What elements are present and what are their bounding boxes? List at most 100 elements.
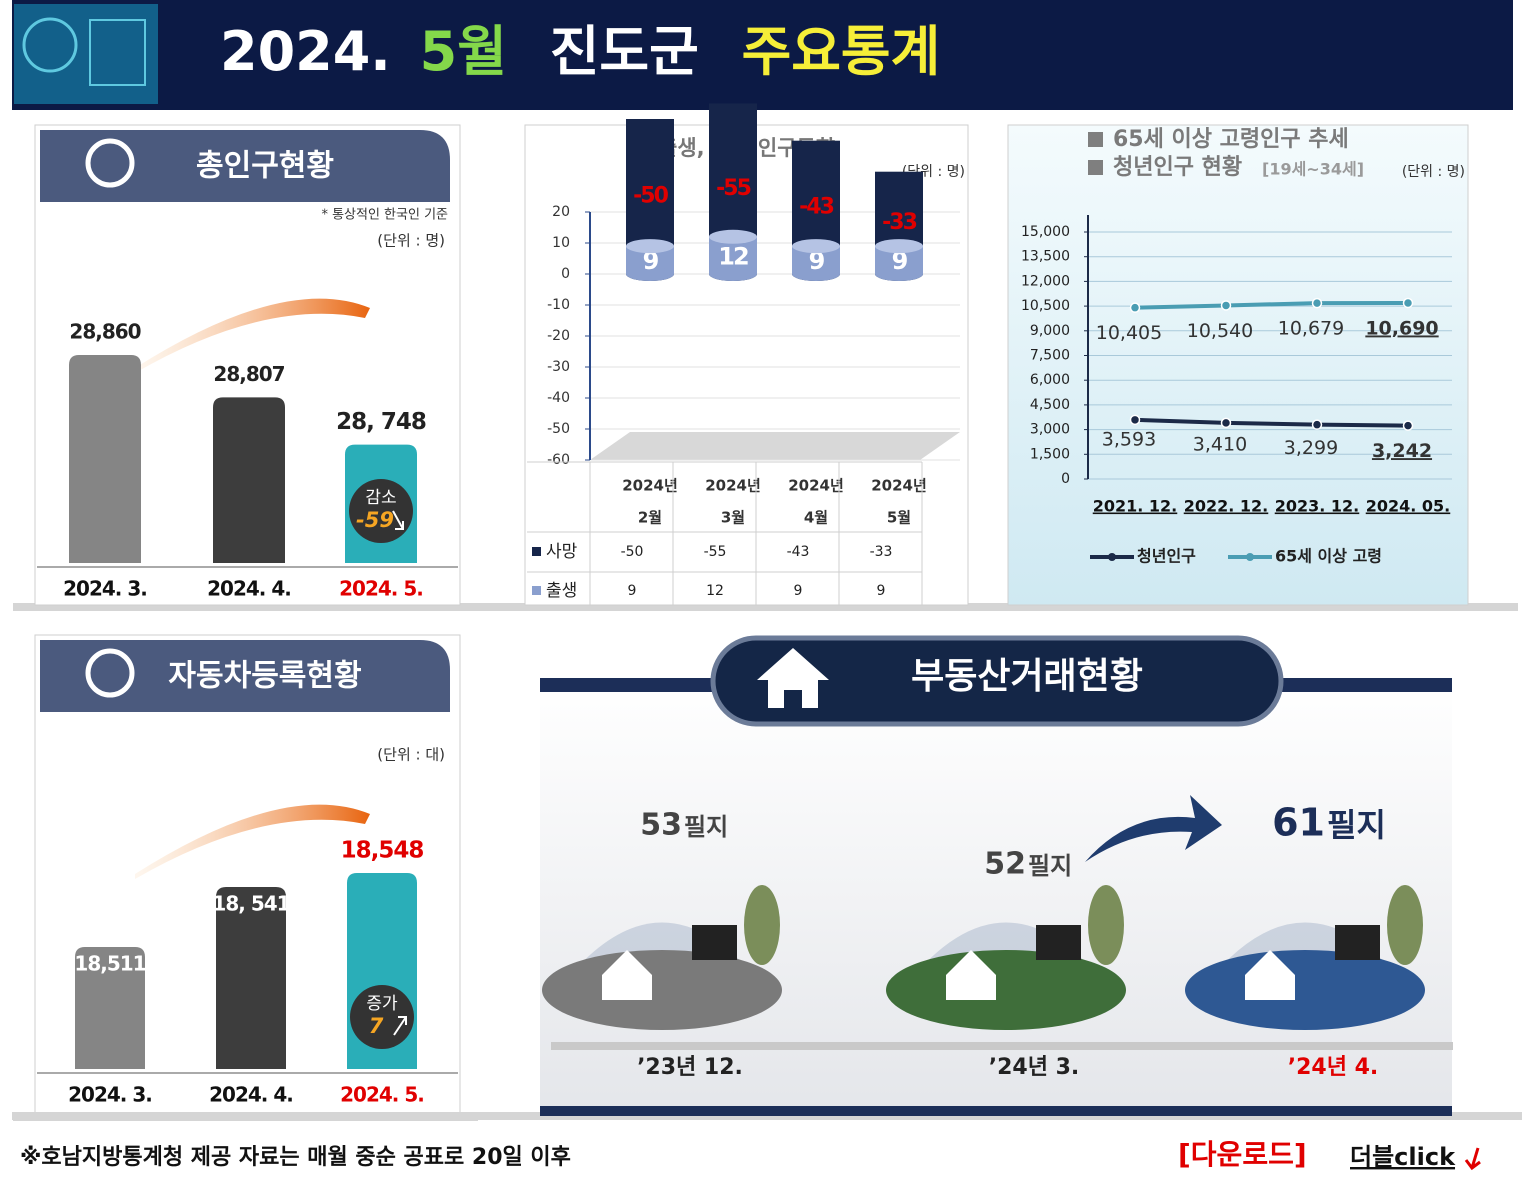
y-tick-label: 12,000 — [1021, 273, 1070, 289]
factory — [1335, 925, 1380, 960]
download-link[interactable]: [다운로드] — [1178, 1138, 1307, 1171]
x-tick-label: ’24년 3. — [989, 1055, 1080, 1080]
y-tick-label: -10 — [547, 297, 570, 313]
header-title: 2024. 5월 진도군 주요통계 — [220, 20, 940, 83]
trend-arrow — [1085, 795, 1222, 862]
data-label: 9 — [809, 247, 825, 275]
point — [1220, 300, 1232, 311]
x-tick-label: 2024. 5. — [339, 577, 423, 601]
table-value: 12 — [706, 583, 724, 599]
x-tick-label: 2024. 05. — [1366, 497, 1451, 516]
header-icon-ring — [22, 17, 78, 73]
data-label: 10,540 — [1187, 320, 1253, 342]
value-unit: 필지 — [1327, 806, 1386, 844]
value-number: 53 — [640, 808, 682, 843]
tab-icon — [85, 648, 135, 698]
factory — [692, 925, 737, 960]
header-icon-frame — [89, 19, 146, 86]
x-tick-label: ’23년 12. — [637, 1055, 743, 1080]
table-value: 9 — [877, 583, 886, 599]
y-tick-label: 3,000 — [1030, 422, 1070, 438]
table-value: -55 — [704, 544, 727, 560]
trend-swoosh — [135, 804, 370, 879]
change-label: 증가 — [366, 994, 398, 1014]
x-tick-label: 2월 — [638, 509, 662, 527]
title-square — [1088, 132, 1103, 147]
bar-top — [875, 239, 923, 254]
series-line — [1134, 300, 1409, 310]
title-square — [1088, 160, 1103, 175]
panel — [1007, 124, 1469, 606]
x-tick-label: 2024. 3. — [63, 577, 147, 601]
bar-cap — [792, 267, 840, 281]
x-tick-label: 4월 — [804, 509, 828, 527]
tab-icon — [85, 138, 135, 188]
tree — [1387, 885, 1423, 965]
change-value: -59 — [356, 508, 394, 532]
y-tick-label: 15,000 — [1021, 224, 1070, 240]
y-tick-label: -60 — [547, 452, 570, 468]
change-value: 7 — [369, 1014, 384, 1038]
panel-note: * 통상적인 한국인 기준 — [321, 208, 448, 223]
house — [1245, 950, 1295, 1000]
data-label: 9 — [892, 247, 908, 275]
bar — [213, 397, 285, 563]
header-band — [12, 0, 1513, 110]
panel-title: 부동산거래현황 — [911, 656, 1143, 697]
x-tick-label: ’24년 4. — [1288, 1055, 1379, 1080]
unit: (단위 : 명) — [377, 232, 445, 250]
point — [1129, 302, 1141, 313]
table-value: -33 — [870, 544, 893, 560]
data-label: 3,410 — [1193, 433, 1247, 455]
table-value: 9 — [794, 583, 803, 599]
header-month: 5월 — [420, 20, 507, 83]
x-tick-label: 2024년 — [871, 477, 927, 495]
data-label: 3,299 — [1284, 437, 1338, 459]
value-unit: 필지 — [1028, 852, 1072, 880]
bar — [75, 947, 145, 1069]
legend-swatch — [532, 547, 541, 556]
point — [1402, 420, 1414, 431]
y-tick-label: 7,500 — [1030, 348, 1070, 364]
data-label: 3,242 — [1372, 440, 1432, 462]
value-label: 28,807 — [213, 362, 284, 386]
y-tick-label: 0 — [561, 266, 570, 282]
trend-swoosh — [135, 298, 370, 373]
bar-top — [626, 239, 674, 254]
point — [1311, 297, 1323, 309]
x-tick-label: 2023. 12. — [1275, 497, 1360, 516]
data-label: -55 — [716, 176, 750, 201]
house — [602, 950, 652, 1000]
change-arrow — [392, 510, 404, 530]
y-tick-label: 10,500 — [1021, 298, 1070, 314]
value-label: 28,860 — [69, 320, 140, 344]
chart-title: 65세 이상 고령인구 추세 — [1113, 127, 1349, 152]
hill — [1185, 950, 1425, 1030]
data-label: 10,405 — [1096, 322, 1162, 344]
bar-cap — [709, 267, 757, 281]
unit: (단위 : 대) — [377, 746, 445, 764]
value-label: 18,511 — [74, 952, 145, 976]
legend-swatch — [532, 586, 541, 595]
house-icon — [757, 648, 829, 708]
data-label: -43 — [799, 194, 833, 219]
footer-note: ※호남지방통계청 제공 자료는 매월 중순 공표로 20일 이후 — [20, 1145, 571, 1170]
panel-stripe — [540, 1106, 1452, 1116]
ground-line — [551, 1042, 1453, 1050]
legend-label: 사망 — [546, 542, 578, 562]
series-line — [1134, 417, 1409, 428]
double-click[interactable]: 더블click — [1350, 1143, 1456, 1171]
y-tick-label: 9,000 — [1030, 323, 1070, 339]
title-pill — [710, 635, 1284, 727]
legend-label: 출생 — [546, 581, 577, 601]
data-label: 10,679 — [1278, 318, 1344, 340]
x-tick-label: 2024. 4. — [207, 577, 291, 601]
x-tick-label: 2024년 — [705, 477, 761, 495]
change-label: 감소 — [365, 488, 396, 508]
tree — [1088, 885, 1124, 965]
chart-subtitle: [19세~34세] — [1262, 160, 1364, 179]
change-arrow — [393, 1016, 407, 1036]
x-tick-label: 2024. 5. — [340, 1083, 424, 1107]
y-tick-label: 10 — [552, 235, 570, 251]
